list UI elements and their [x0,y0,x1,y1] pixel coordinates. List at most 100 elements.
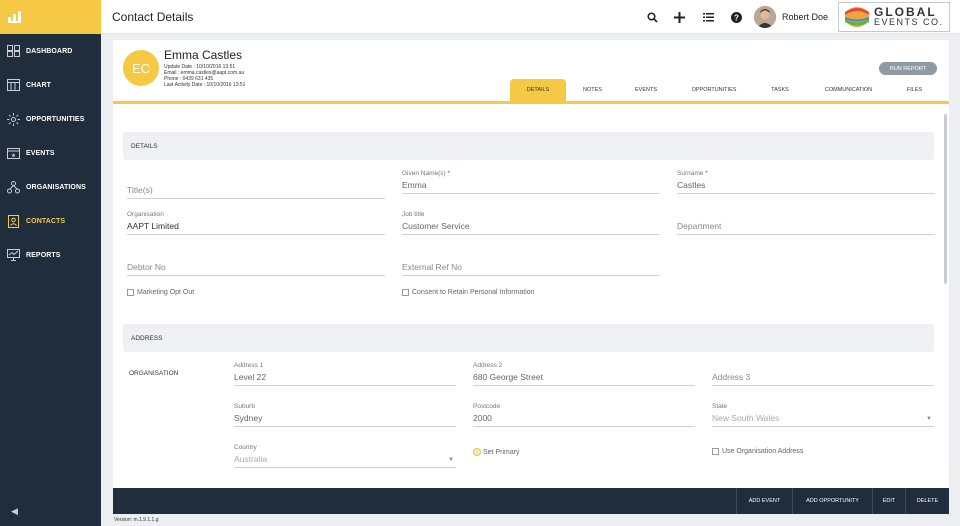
tab-opportunities[interactable]: OPPORTUNITIES [691,87,737,93]
checkbox-icon [127,289,134,296]
country-select[interactable]: Country Australia ▼ [234,444,456,468]
svg-text:?: ? [734,13,739,22]
tab-details[interactable]: DETAILS [510,79,566,101]
collapse-sidebar-icon[interactable]: ◀ [11,506,18,516]
sidebar-nav: DASHBOARD CHART OPPORTUNITIES ★ EVENTS O… [0,34,101,272]
department-field[interactable]: Department [677,211,935,235]
debtor-no-placeholder: Debtor No [127,262,166,272]
contacts-icon [6,214,20,228]
job-title-value: Customer Service [402,221,470,231]
given-name-field[interactable]: Given Name(s) * Emma [402,170,660,194]
surname-field[interactable]: Surname * Castles [677,170,935,194]
add-opportunity-button[interactable]: ADD OPPORTUNITY [792,488,872,514]
add-icon[interactable] [672,10,686,24]
sidebar-item-label: CONTACTS [26,217,66,225]
marketing-opt-out-checkbox[interactable]: Marketing Opt Out [127,289,194,296]
external-ref-field[interactable]: External Ref No [402,252,660,276]
scrollbar[interactable] [944,114,947,284]
tab-files[interactable]: FILES [906,87,923,93]
checkbox-icon [402,289,409,296]
profile-header: EC Emma Castles Update Date : 10/10/2016… [113,40,949,104]
state-select[interactable]: State New South Wales ▼ [712,403,934,427]
department-placeholder: Department [677,221,722,231]
state-label: State [712,403,728,410]
set-primary-radio[interactable]: Set Primary [473,448,520,456]
tab-notes[interactable]: NOTES [583,87,602,93]
chevron-down-icon: ▼ [926,416,932,422]
run-report-button[interactable]: RUN REPORT [879,62,937,75]
checkbox-icon [712,448,719,455]
sidebar-item-label: ORGANISATIONS [26,183,86,191]
update-date: Update Date : 10/10/2016 13:51 [164,64,236,70]
title-field[interactable]: Title(s) [127,175,385,199]
tab-tasks[interactable]: TASKS [771,87,789,93]
logo-icon [8,11,21,23]
page-title: Contact Details [112,10,194,24]
brand-logo: GLOBAL EVENTS CO. [838,2,950,32]
edit-button[interactable]: EDIT [872,488,905,514]
address1-value: Level 22 [234,372,267,382]
suburb-value: Sydney [234,413,263,423]
given-name-value: Emma [402,180,427,190]
organisation-value: AAPT Limited [127,221,179,231]
country-label: Country [234,444,257,451]
help-icon[interactable]: ? [729,10,743,24]
use-org-address-label: Use Organisation Address [722,448,804,455]
sidebar: DASHBOARD CHART OPPORTUNITIES ★ EVENTS O… [0,0,101,526]
use-org-address-checkbox[interactable]: Use Organisation Address [712,448,803,455]
sidebar-item-organisations[interactable]: ORGANISATIONS [0,170,101,204]
marketing-opt-out-label: Marketing Opt Out [137,289,195,296]
sidebar-item-label: OPPORTUNITIES [26,115,85,123]
address2-field[interactable]: Address 2 680 George Street [473,362,695,386]
tab-underline [113,101,949,104]
list-icon[interactable] [701,10,715,24]
postcode-value: 2000 [473,413,492,423]
svg-text:★: ★ [11,153,16,159]
debtor-no-field[interactable]: Debtor No [127,252,385,276]
user-avatar[interactable] [754,6,776,28]
address2-value: 680 George Street [473,372,543,382]
organisation-field[interactable]: Organisation AAPT Limited [127,211,385,235]
version-label: Version: m.1.9.1.1.g [114,517,159,523]
address3-placeholder: Address 3 [712,372,751,382]
delete-button[interactable]: DELETE [905,488,949,514]
address2-label: Address 2 [473,362,503,369]
postcode-field[interactable]: Postcode 2000 [473,403,695,427]
job-title-field[interactable]: Job title Customer Service [402,211,660,235]
app-logo[interactable] [0,0,101,34]
add-event-button[interactable]: ADD EVENT [736,488,792,514]
job-title-label: Job title [402,211,425,218]
reports-icon [6,248,20,262]
address-type-label: ORGANISATION [129,370,179,377]
action-bar: ADD EVENT ADD OPPORTUNITY EDIT DELETE [113,488,949,514]
surname-value: Castles [677,180,706,190]
suburb-field[interactable]: Suburb Sydney [234,403,456,427]
sidebar-item-label: CHART [26,81,51,89]
dashboard-icon [6,44,20,58]
tab-bar: DETAILS NOTES EVENTS OPPORTUNITIES TASKS… [510,79,937,101]
country-value: Australia [234,454,268,464]
chart-icon [6,78,20,92]
sidebar-item-label: EVENTS [26,149,55,157]
consent-checkbox[interactable]: Consent to Retain Personal Information [402,289,535,296]
address3-field[interactable]: Address 3 [712,362,934,386]
organisation-label: Organisation [127,211,164,218]
sidebar-item-label: DASHBOARD [26,47,73,55]
tab-communication[interactable]: COMMUNICATION [824,87,873,93]
sidebar-item-dashboard[interactable]: DASHBOARD [0,34,101,68]
sidebar-item-reports[interactable]: REPORTS [0,238,101,272]
tab-events[interactable]: EVENTS [634,87,657,93]
details-scroll-area[interactable]: DETAILS Title(s) Given Name(s) * Emma Su… [113,104,949,488]
user-name[interactable]: Robert Doe [782,12,829,22]
contact-email: Email : emma.castles@aapt.com.au [164,70,245,76]
sidebar-item-events[interactable]: ★ EVENTS [0,136,101,170]
sidebar-item-chart[interactable]: CHART [0,68,101,102]
sidebar-item-contacts[interactable]: CONTACTS [0,204,101,238]
sidebar-item-opportunities[interactable]: OPPORTUNITIES [0,102,101,136]
search-icon[interactable] [645,10,659,24]
chevron-down-icon: ▼ [448,457,454,463]
sidebar-item-label: REPORTS [26,251,61,259]
opportunities-icon [6,112,20,126]
address1-field[interactable]: Address 1 Level 22 [234,362,456,386]
details-section-header: DETAILS [123,132,934,160]
